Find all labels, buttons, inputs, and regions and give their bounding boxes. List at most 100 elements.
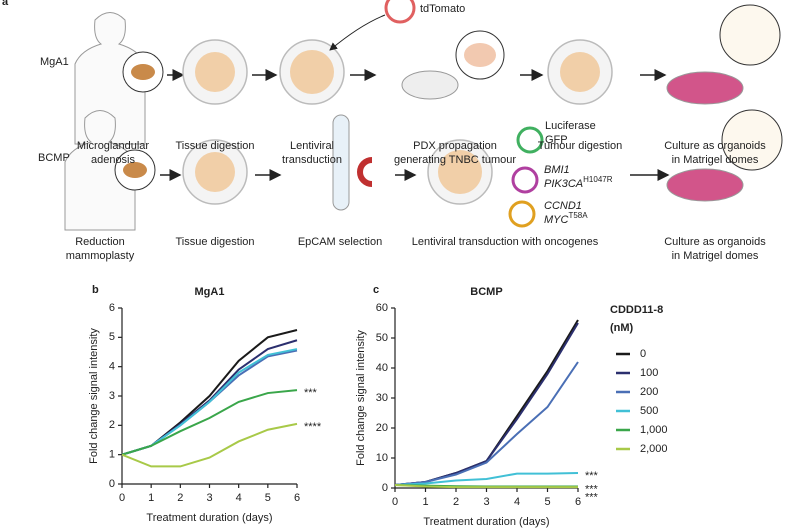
y-axis-label: Fold change signal intensity	[88, 328, 100, 464]
step-caption: Microglandular	[77, 140, 149, 152]
mutation: H1047R	[583, 175, 613, 184]
mutation: T58A	[568, 211, 588, 220]
y-tick-label: 4	[109, 361, 115, 373]
y-tick-label: 20	[376, 422, 388, 434]
y-tick-label: 2	[109, 419, 115, 431]
tube	[332, 114, 350, 211]
reporter: tdTomato	[420, 3, 465, 15]
legend-entry: 2,000	[640, 443, 668, 455]
row-label: MgA1	[40, 56, 69, 68]
series-line	[121, 422, 298, 468]
organoid-dish	[666, 71, 744, 105]
oncogene: MYCT58A	[544, 211, 588, 226]
series-line	[394, 472, 579, 486]
oncogene: BMI1	[544, 164, 570, 176]
step-caption: generating TNBC tumour	[394, 154, 516, 166]
y-tick-label: 3	[109, 390, 115, 402]
panel-label: c	[373, 284, 379, 296]
step-caption: Reduction	[75, 236, 125, 248]
y-tick-label: 1	[109, 449, 115, 461]
oncogene: PIK3CAH1047R	[544, 175, 613, 190]
x-tick-label: 2	[177, 492, 183, 504]
step-caption: PDX propagation	[413, 140, 497, 152]
chart-title: MgA1	[195, 286, 225, 298]
series-line	[121, 389, 298, 456]
reporter: Luciferase	[545, 120, 596, 132]
step-caption: Lentiviral transduction with oncogenes	[412, 236, 599, 248]
magnet	[357, 157, 373, 187]
step-caption: in Matrigel domes	[672, 250, 759, 262]
workflow: MgA1 Microglandular adenosis Tissue digesti…	[38, 3, 766, 262]
gene-name: MYC	[544, 214, 569, 226]
legend-entry: 200	[640, 386, 658, 398]
significance: ****	[304, 421, 322, 433]
significance: ***	[585, 470, 599, 482]
gene-name: BMI1	[544, 164, 570, 176]
x-tick-label: 3	[483, 496, 489, 508]
series-line	[121, 348, 298, 456]
significance: ***	[585, 491, 599, 503]
y-tick-label: 10	[376, 452, 388, 464]
gene-name: CCND1	[544, 200, 582, 212]
step-caption: Tissue digestion	[175, 140, 254, 152]
legend-entry: 100	[640, 367, 658, 379]
step-caption: adenosis	[91, 154, 136, 166]
y-tick-label: 40	[376, 362, 388, 374]
series-line	[394, 361, 579, 486]
oncogene: CCND1	[544, 200, 582, 212]
x-tick-label: 0	[119, 492, 125, 504]
legend-entry: 500	[640, 405, 658, 417]
x-tick-label: 0	[392, 496, 398, 508]
legend-title: CDDD11-8	[610, 304, 663, 316]
x-axis-label: Treatment duration (days)	[146, 512, 272, 524]
legend-title: (nM)	[610, 322, 634, 334]
x-tick-label: 1	[422, 496, 428, 508]
legend-entry: 0	[640, 348, 646, 360]
y-tick-label: 6	[109, 302, 115, 314]
x-axis-label: Treatment duration (days)	[423, 516, 549, 528]
y-tick-label: 30	[376, 392, 388, 404]
tissue	[131, 64, 155, 80]
x-tick-label: 6	[294, 492, 300, 504]
y-tick-label: 5	[109, 331, 115, 343]
step-caption: Culture as organoids	[664, 236, 766, 248]
reporter: GFP	[545, 134, 568, 146]
step-caption: Lentiviral	[290, 140, 334, 152]
step-caption: in Matrigel domes	[672, 154, 759, 166]
x-tick-label: 4	[236, 492, 242, 504]
x-tick-label: 2	[453, 496, 459, 508]
y-tick-label: 60	[376, 302, 388, 314]
row-label: BCMP	[38, 152, 70, 164]
series-line	[121, 339, 298, 456]
step-caption: mammoplasty	[66, 250, 135, 262]
y-tick-label: 0	[382, 482, 388, 494]
step-caption: Tissue digestion	[175, 236, 254, 248]
step-caption: transduction	[282, 154, 342, 166]
significance: ***	[585, 483, 599, 495]
series-line	[394, 484, 578, 489]
y-axis-label: Fold change signal intensity	[355, 330, 367, 466]
y-tick-label: 50	[376, 332, 388, 344]
x-tick-label: 4	[514, 496, 520, 508]
chart-title: BCMP	[470, 286, 502, 298]
plasmid	[384, 0, 416, 24]
mouse	[401, 70, 459, 100]
step-caption: Culture as organoids	[664, 140, 766, 152]
significance: ***	[304, 387, 318, 399]
panel-label: a	[2, 0, 9, 8]
panel-label: b	[92, 284, 99, 296]
x-tick-label: 6	[575, 496, 581, 508]
x-tick-label: 3	[206, 492, 212, 504]
x-tick-label: 5	[265, 492, 271, 504]
workflow-graphics	[64, 0, 783, 231]
zoom-circle	[719, 4, 781, 66]
legend-entry: 1,000	[640, 424, 668, 436]
step-caption: Tumour digestion	[538, 140, 623, 152]
gene-name: PIK3CA	[544, 178, 583, 190]
x-tick-label: 5	[544, 496, 550, 508]
step-caption: EpCAM selection	[298, 236, 382, 248]
x-tick-label: 1	[148, 492, 154, 504]
y-tick-label: 0	[109, 478, 115, 490]
